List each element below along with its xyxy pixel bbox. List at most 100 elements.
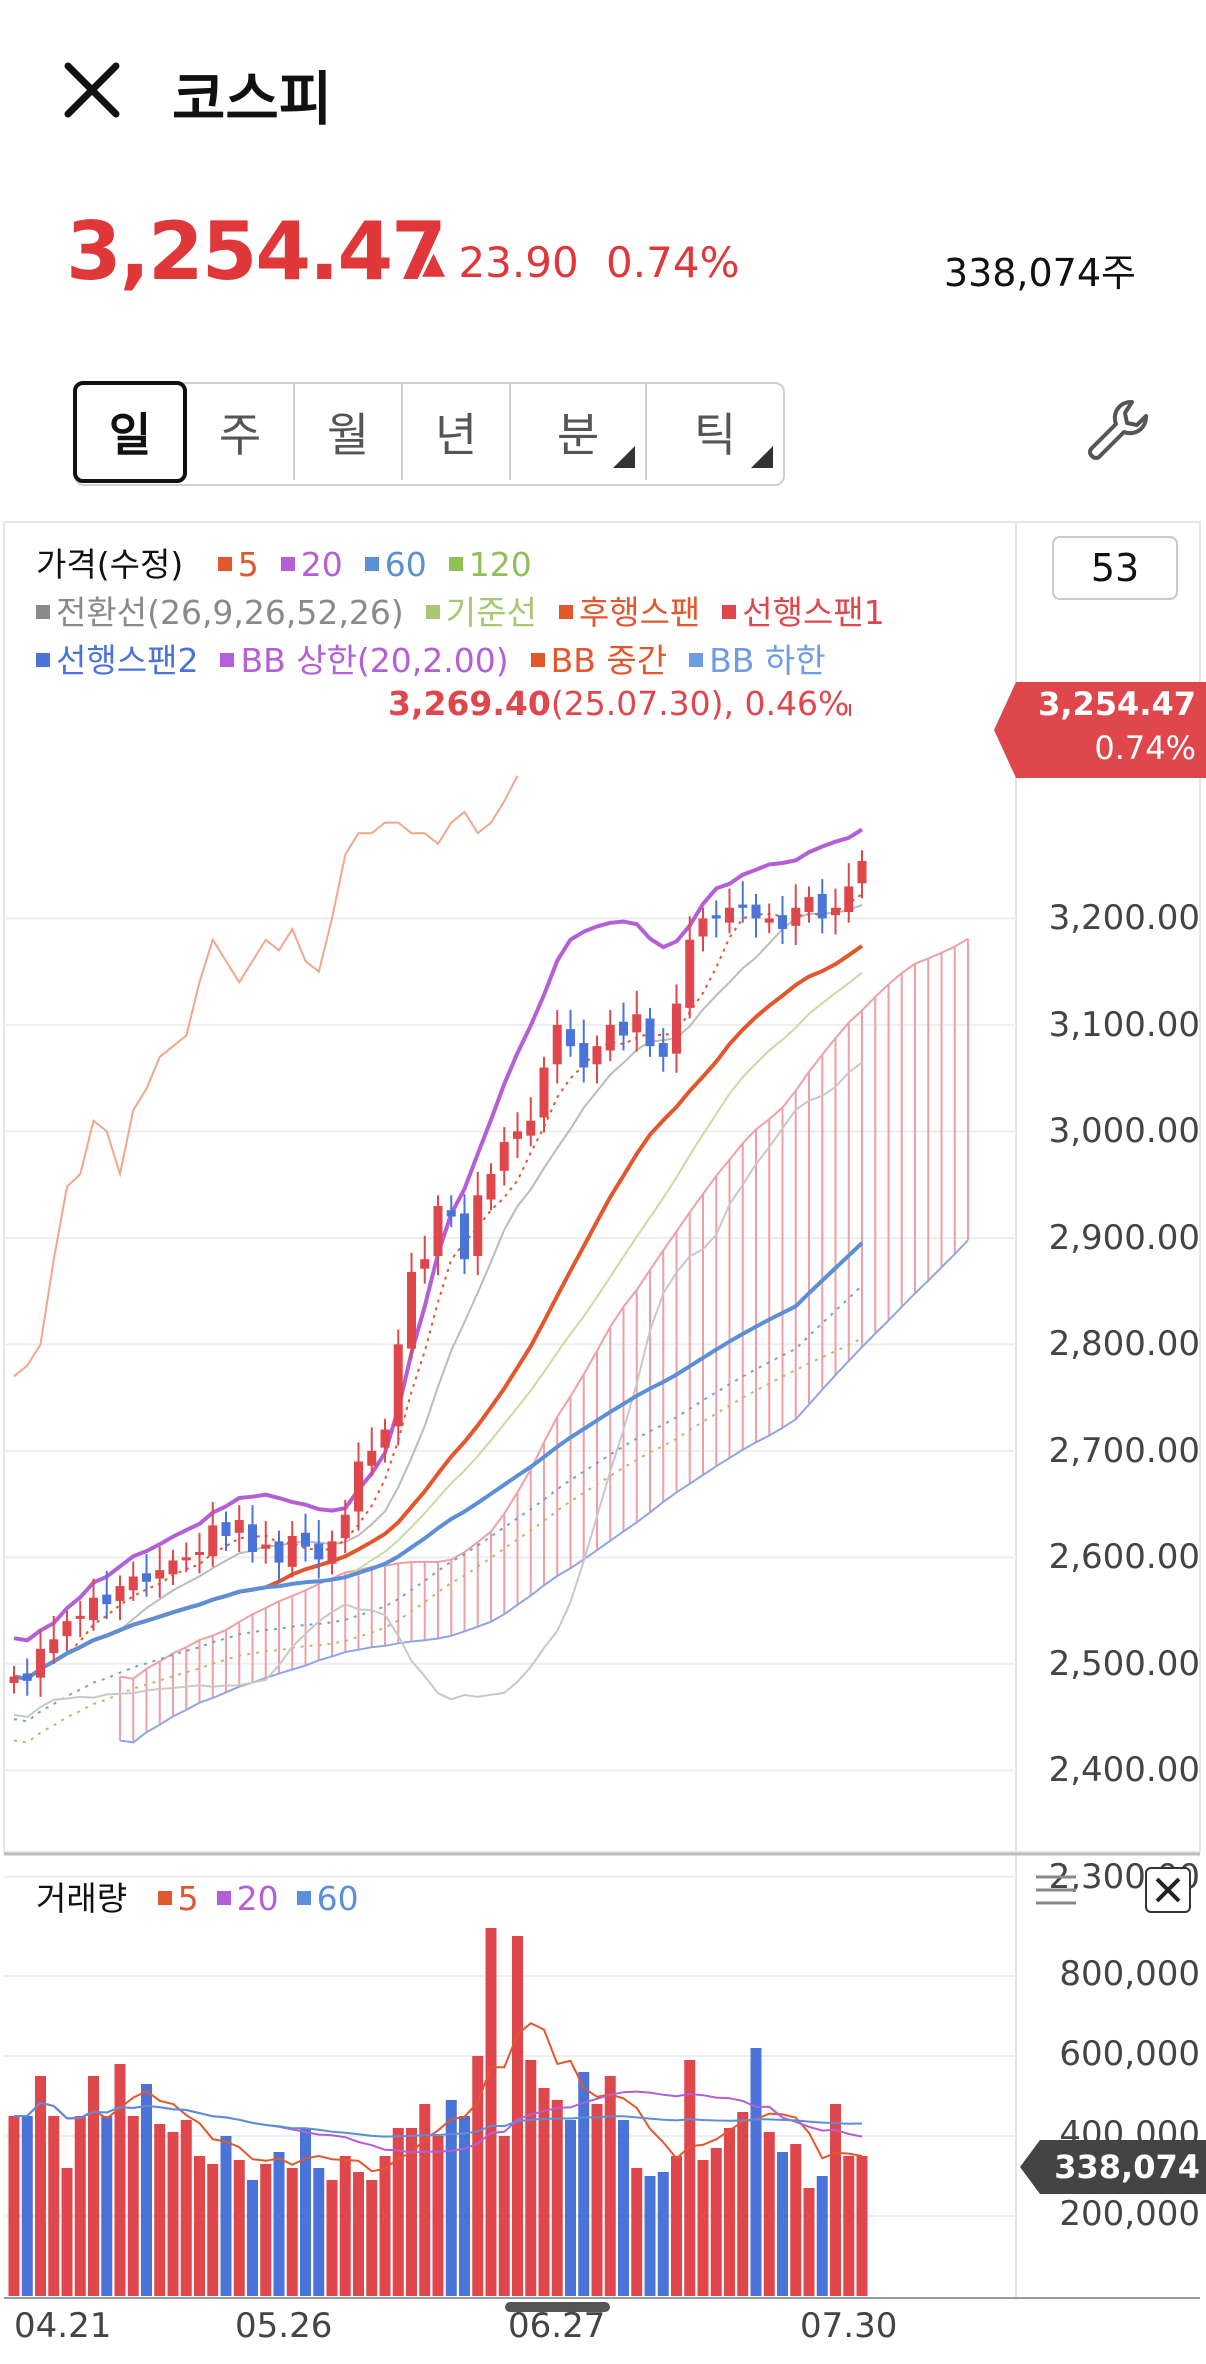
candle-body <box>605 1024 615 1051</box>
legend-item: 60 <box>364 545 427 584</box>
volume-bar <box>618 2120 629 2296</box>
candle-body <box>751 904 761 919</box>
page-title: 코스피 <box>172 65 333 133</box>
menu-icon <box>1036 1875 1076 1905</box>
period-tab-label: 월 <box>326 408 370 462</box>
legend-label: 후행스팬 <box>578 593 701 632</box>
legend-label: 선행스팬1 <box>742 593 885 632</box>
volume-bar <box>472 2056 484 2296</box>
legend-label: 전환선(26,9,26,52,26) <box>56 593 404 632</box>
period-tab-1[interactable]: 주 <box>187 384 295 480</box>
candle-body <box>340 1514 350 1539</box>
candle-body <box>274 1541 284 1563</box>
volume-bar <box>207 2164 219 2296</box>
chart-settings-button[interactable] <box>1082 394 1154 466</box>
candle-body <box>526 1120 536 1136</box>
volume-bar <box>856 2156 868 2296</box>
volume-bar <box>392 2128 404 2296</box>
candle-body <box>36 1648 45 1678</box>
legend-item: BB 중간 <box>530 641 668 680</box>
legend-swatch <box>448 556 463 571</box>
period-tab-4[interactable]: 분 <box>511 384 647 480</box>
volume-bar <box>8 2116 20 2296</box>
period-tab-0[interactable]: 일 <box>73 381 187 483</box>
close-icon <box>64 62 120 118</box>
candle-body <box>566 1029 575 1047</box>
dropdown-corner-icon <box>751 446 773 468</box>
volume-bar <box>445 2100 457 2296</box>
candle-body <box>49 1639 59 1654</box>
candle-body <box>672 1003 681 1054</box>
volume-menu-button[interactable] <box>1036 1874 1076 1906</box>
legend-item: 후행스팬 <box>558 593 701 632</box>
volume-bar <box>154 2124 166 2296</box>
x-tick-label: 06.27 <box>508 2306 606 2346</box>
candle-body <box>221 1522 231 1537</box>
candle-body <box>778 915 787 930</box>
candle-count-box[interactable]: 53 <box>1052 536 1178 600</box>
close-icon <box>1155 1877 1181 1903</box>
volume-bar <box>286 2168 298 2296</box>
volume-bar <box>353 2172 364 2296</box>
volume-bar <box>366 2180 378 2296</box>
change-value: 23.90 <box>458 238 579 287</box>
candle-body <box>433 1205 443 1256</box>
candle-body <box>552 1024 562 1065</box>
dropdown-corner-icon <box>613 446 635 468</box>
volume-bar <box>220 2136 232 2296</box>
volume-close-button[interactable] <box>1145 1867 1191 1913</box>
legend-swatch <box>296 1890 311 1905</box>
legend-item: 120 <box>448 545 532 584</box>
volume-bar <box>657 2172 669 2296</box>
volume-bar <box>485 1928 497 2296</box>
price-tag-value: 3,254.47 <box>1038 685 1196 723</box>
volume-bar <box>180 2120 192 2296</box>
volume-bar <box>803 2188 815 2296</box>
volume-bar <box>750 2048 762 2296</box>
period-tab-2[interactable]: 월 <box>295 384 403 480</box>
volume-bar <box>777 2152 788 2296</box>
legend-label: 20 <box>300 545 343 584</box>
volume-bar <box>21 2116 33 2296</box>
y-tick-label: 3,200.00 <box>1048 898 1200 939</box>
legend-swatch <box>722 604 737 619</box>
volume-ma5 <box>14 2022 863 2173</box>
candle-body <box>9 1676 19 1683</box>
candle-body <box>380 1429 390 1448</box>
volume-bar <box>101 2116 113 2296</box>
price-tag-pct: 0.74% <box>1094 729 1196 767</box>
change-percent: 0.74% <box>606 238 740 287</box>
volume-bar <box>644 2176 656 2296</box>
dotted-guide <box>13 1284 863 1723</box>
legend-swatch <box>364 556 379 571</box>
legend-swatch <box>530 652 545 667</box>
volume-bar <box>48 2116 60 2296</box>
candle-body <box>817 893 827 919</box>
volume-bar <box>525 2060 537 2296</box>
candle-body <box>420 1259 430 1269</box>
volume-bar <box>816 2176 828 2296</box>
legend-swatch <box>425 604 440 619</box>
period-tab-3[interactable]: 년 <box>403 384 511 480</box>
volume-bar <box>273 2152 285 2296</box>
candle-body <box>22 1673 32 1681</box>
candle-body <box>685 939 695 1008</box>
legend-label: 120 <box>468 545 532 584</box>
volume-bar <box>379 2156 391 2296</box>
price-legend-row1: 가격(수정) 5 20 60 120 <box>36 538 554 586</box>
ma5-line <box>13 893 863 1680</box>
volume-bar <box>737 2112 749 2296</box>
legend-item: 20 <box>280 545 343 584</box>
volume-bar <box>233 2160 245 2296</box>
volume-bar <box>167 2132 179 2296</box>
close-button[interactable] <box>58 56 128 126</box>
period-tab-label: 주 <box>218 408 262 462</box>
candle-body <box>711 915 721 919</box>
candle-body <box>181 1557 191 1561</box>
volume-bar <box>127 2116 139 2296</box>
period-tab-5[interactable]: 틱 <box>647 384 783 480</box>
legend-label: BB 중간 <box>550 641 668 680</box>
legend-label: 선행스팬2 <box>56 641 199 680</box>
